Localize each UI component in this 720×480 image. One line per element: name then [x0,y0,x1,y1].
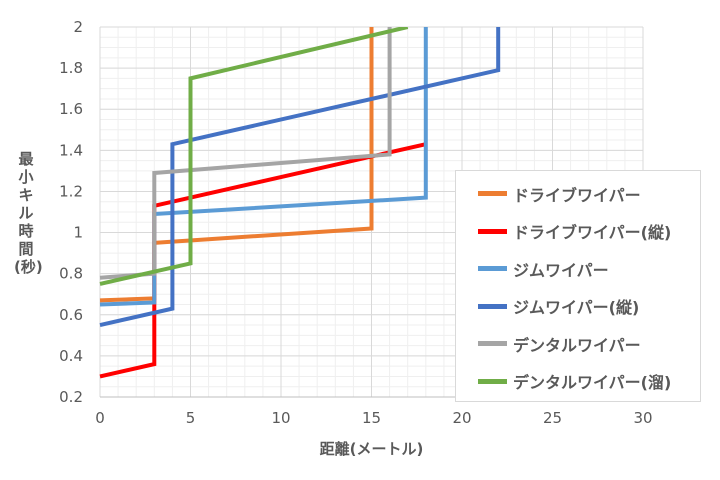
legend-swatch [478,378,507,384]
y-tick-label: 1 [73,224,83,242]
legend-swatch [478,191,507,197]
series-line-5 [99,27,409,286]
legend-item: デンタルワイパー(溜) [456,363,700,401]
x-tick-label: 15 [362,409,381,427]
legend-label: ドライブワイパー [513,185,641,205]
legend-swatch [478,266,507,272]
legend-item: ジムワイパー(縦) [456,288,700,326]
y-tick-label: 0.2 [59,388,83,406]
legend-label: ジムワイパー [513,260,609,280]
y-tick-label: 2 [73,18,83,36]
legend-item: ドライブワイパー(縦) [456,213,700,251]
x-tick-label: 30 [633,409,652,427]
y-axis-label: 最小キル時間(秒) [14,150,43,276]
legend-item: デンタルワイパー [456,325,700,363]
y-tick-label: 0.6 [59,306,83,324]
y-tick-label: 1.4 [59,141,83,159]
y-tick-label: 1.2 [59,182,83,200]
y-tick-label: 0.8 [59,265,83,283]
series-line-3 [99,27,501,328]
legend-swatch [478,341,507,347]
legend-swatch [478,303,507,309]
legend-label: ドライブワイパー(縦) [513,223,672,243]
y-tick-label: 0.4 [59,347,83,365]
y-tick-label: 1.8 [59,59,83,77]
x-axis-label: 距離(メートル) [319,440,424,458]
x-tick-label: 0 [95,409,105,427]
legend-item: ドライブワイパー [456,175,700,213]
y-tick-label: 1.6 [59,100,83,118]
legend-label: デンタルワイパー(溜) [513,373,672,393]
x-tick-label: 20 [452,409,471,427]
legend: ドライブワイパードライブワイパー(縦) ジムワイパージムワイパー(縦) デンタルワイ… [455,170,701,402]
legend-label: ジムワイパー(縦) [513,298,640,318]
x-tick-label: 25 [543,409,562,427]
legend-label: デンタルワイパー [513,335,641,355]
legend-swatch [478,228,507,234]
x-tick-label: 5 [186,409,196,427]
x-tick-label: 10 [271,409,290,427]
legend-item: ジムワイパー [456,250,700,288]
